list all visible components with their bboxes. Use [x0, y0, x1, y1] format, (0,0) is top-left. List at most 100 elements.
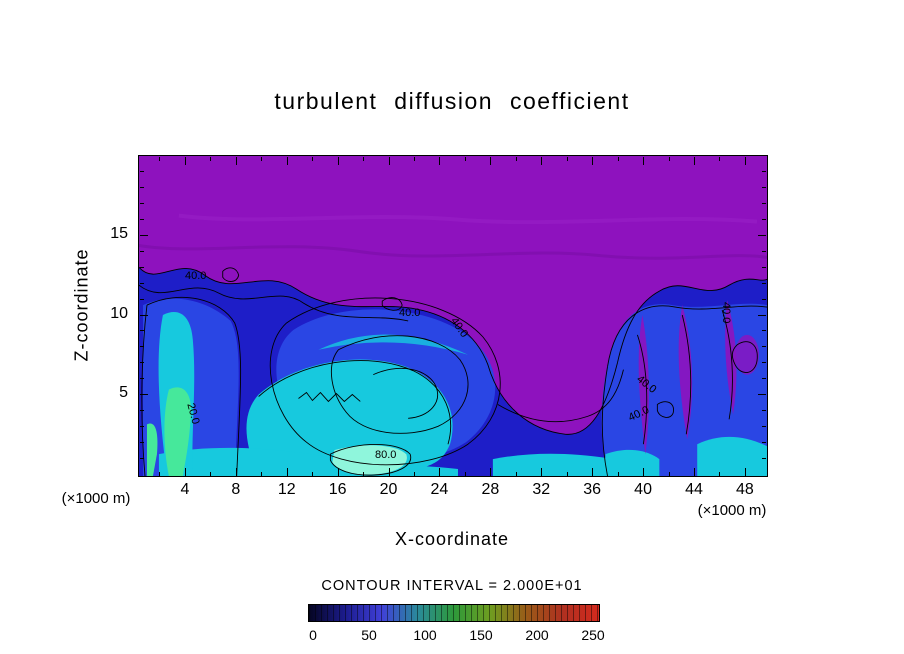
x-axis-tick-mark [414, 157, 415, 161]
chart-title: turbulent diffusion coefficient [274, 88, 630, 114]
y-axis-tick-mark [140, 219, 144, 220]
y-axis-tick-mark [140, 394, 148, 395]
y-axis-tick-mark [140, 426, 144, 427]
x-axis-tick-label: 36 [583, 481, 602, 498]
x-axis-tick-mark [541, 467, 542, 476]
x-axis-tick-mark [210, 471, 211, 476]
x-axis-tick-mark [465, 471, 466, 476]
y-axis-tick-mark [140, 378, 144, 379]
y-axis-tick-mark [140, 458, 144, 459]
y-axis-unit-label: (×1000 m) [61, 490, 131, 507]
x-axis-tick-mark [389, 157, 390, 165]
y-axis-tick-mark [762, 203, 766, 204]
x-axis-tick-label: 12 [277, 481, 296, 498]
x-axis-tick-mark [694, 157, 695, 165]
y-axis-tick-mark [758, 315, 766, 316]
x-axis-tick-mark [185, 157, 186, 165]
y-axis-tick-mark [762, 362, 766, 363]
colorbar-tick-label: 100 [413, 627, 437, 643]
x-axis-tick-mark [261, 157, 262, 161]
y-axis-tick-mark [762, 346, 766, 347]
x-axis-tick-mark [719, 471, 720, 476]
x-axis-tick-mark [694, 467, 695, 476]
contour-interval-label: CONTOUR INTERVAL = 2.000E+01 [321, 578, 583, 594]
colorbar-tick-label: 150 [469, 627, 493, 643]
y-axis-tick-mark [140, 362, 144, 363]
x-axis-tick-mark [185, 467, 186, 476]
x-axis-tick-mark [567, 471, 568, 476]
y-axis-tick-label: 5 [119, 384, 128, 401]
x-axis-tick-mark [516, 471, 517, 476]
x-axis-tick-label: 24 [430, 481, 449, 498]
y-axis-tick-mark [140, 442, 144, 443]
colorbar-tick-label: 200 [525, 627, 549, 643]
x-axis-tick-mark [210, 157, 211, 161]
x-axis-tick-mark [439, 157, 440, 165]
x-axis-tick-label: 40 [634, 481, 652, 498]
x-axis-tick-mark [236, 157, 237, 165]
y-axis-tick-label: 15 [110, 225, 128, 242]
x-axis-tick-mark [465, 157, 466, 161]
green-field-region [146, 387, 407, 476]
x-axis-tick-mark [312, 471, 313, 476]
contour-field-svg [139, 156, 767, 476]
x-axis-tick-mark [669, 157, 670, 161]
x-axis-tick-mark [643, 157, 644, 165]
y-axis-tick-mark [140, 330, 144, 331]
x-axis-tick-mark [541, 157, 542, 165]
colorbar [308, 604, 600, 622]
y-axis-tick-mark [140, 299, 144, 300]
x-axis-tick-mark [159, 157, 160, 161]
y-axis-tick-mark [140, 203, 144, 204]
x-axis-tick-mark [338, 467, 339, 476]
x-axis-tick-mark [389, 467, 390, 476]
x-axis-tick-mark [236, 467, 237, 476]
colorbar-tick-label: 0 [309, 627, 317, 643]
x-axis-tick-mark [745, 157, 746, 165]
contour-lines [139, 267, 767, 476]
x-axis-tick-mark [490, 157, 491, 165]
y-axis-tick-label: 10 [110, 304, 128, 322]
x-axis-tick-label: 44 [685, 481, 703, 498]
x-axis-tick-label: 4 [180, 481, 190, 498]
y-axis-tick-mark [762, 251, 766, 252]
x-axis-tick-mark [719, 157, 720, 161]
y-axis-tick-mark [762, 187, 766, 188]
x-axis-tick-mark [618, 157, 619, 161]
y-axis-tick-mark [140, 251, 144, 252]
contour-line-label: 40.0 [185, 270, 207, 282]
y-axis-tick-mark [140, 267, 144, 268]
y-axis-tick-mark [758, 394, 766, 395]
x-axis-tick-label: 32 [532, 481, 551, 498]
x-axis-tick-mark [745, 467, 746, 476]
x-axis-tick-mark [363, 471, 364, 476]
contour-line-label: 80.0 [375, 449, 397, 461]
y-axis-tick-mark [762, 219, 766, 220]
y-axis-tick-mark [762, 330, 766, 331]
x-axis-tick-mark [159, 471, 160, 476]
x-axis-tick-mark [490, 467, 491, 476]
x-axis-tick-label: 48 [735, 481, 754, 498]
x-axis-tick-mark [439, 467, 440, 476]
colorbar-stripes [309, 605, 599, 621]
x-axis-tick-mark [643, 467, 644, 476]
x-axis-tick-mark [516, 157, 517, 161]
x-axis-tick-mark [312, 157, 313, 161]
x-axis-tick-mark [261, 471, 262, 476]
x-axis-tick-mark [669, 471, 670, 476]
y-axis-tick-mark [762, 426, 766, 427]
colorbar-tick-label: 250 [581, 627, 605, 643]
y-axis-tick-mark [762, 283, 766, 284]
x-axis-tick-mark [287, 157, 288, 165]
y-axis-tick-mark [140, 171, 144, 172]
contour-line-label: 40.0 [399, 307, 421, 319]
x-axis-tick-mark [567, 157, 568, 161]
x-axis-tick-mark [618, 471, 619, 476]
contour-line-label: 40.0 [720, 302, 732, 324]
y-axis-tick-mark [140, 346, 144, 347]
y-axis-tick-mark [762, 442, 766, 443]
y-axis-tick-mark [762, 458, 766, 459]
plot-area: 40.0 40.0 40.0 40.0 40.0 80.0 20.0 40.0 [138, 155, 768, 477]
x-axis-tick-label: 16 [328, 481, 347, 498]
